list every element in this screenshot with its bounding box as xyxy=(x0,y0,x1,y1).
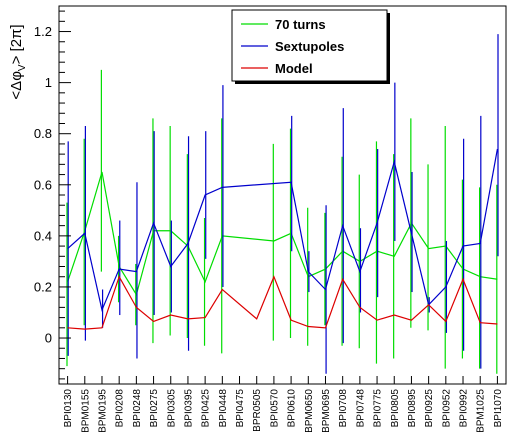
series-line xyxy=(67,275,498,330)
x-category-label: BPI0130 xyxy=(63,389,74,428)
x-category-label: BPM0650 xyxy=(304,389,315,433)
x-category-label: BPI0805 xyxy=(390,389,401,428)
x-category-label: BPI1070 xyxy=(493,389,504,428)
y-tick-label: 0.6 xyxy=(34,177,52,192)
x-category-label: BPI0305 xyxy=(166,389,177,428)
y-axis: 0 0.2 0.4 0.6 0.8 1 1.2 xyxy=(34,10,71,380)
y-axis-label: <ΔφV> [2π] xyxy=(8,24,28,99)
legend-label-sextupoles: Sextupoles xyxy=(275,39,344,54)
series-layer xyxy=(66,34,499,374)
legend-label-model: Model xyxy=(275,61,313,76)
y-tick-label: 0.8 xyxy=(34,126,52,141)
y-tick-label: 0.4 xyxy=(34,228,52,243)
x-category-label: BPI0395 xyxy=(183,389,194,428)
x-category-label: BPM0695 xyxy=(321,389,332,433)
x-category-label: BPI0570 xyxy=(269,389,280,428)
y-tick-label: 1.2 xyxy=(34,24,52,39)
legend: 70 turns Sextupoles Model xyxy=(231,9,390,84)
x-category-label: BPI0275 xyxy=(149,389,160,428)
x-axis-categories: BPI0130 BPM0155 BPM0195 BPI0208 BPI0248 BPI02… xyxy=(63,376,504,433)
series-model xyxy=(67,275,498,330)
x-category-label: BPI0925 xyxy=(424,389,435,428)
series-sextupoles xyxy=(67,34,499,374)
x-category-label: BPM0195 xyxy=(97,389,108,433)
legend-label-70-turns: 70 turns xyxy=(275,17,326,32)
x-category-label: BPI0475 xyxy=(235,389,246,428)
x-category-label: BPI0775 xyxy=(373,389,384,428)
x-category-label: BPI0748 xyxy=(355,389,366,428)
x-category-label: BPI0895 xyxy=(407,389,418,428)
y-tick-label: 1 xyxy=(45,75,52,90)
x-category-label: BPI0208 xyxy=(115,389,126,428)
x-category-label: BPI0952 xyxy=(441,389,452,428)
y-tick-label: 0 xyxy=(45,331,52,346)
series-line xyxy=(67,171,498,297)
x-category-label: BPI0248 xyxy=(132,389,143,428)
x-category-label: BPI0425 xyxy=(201,389,212,428)
x-category-label: BPM0155 xyxy=(80,389,91,433)
x-category-label: BPM1025 xyxy=(476,389,487,433)
y-tick-label: 0.2 xyxy=(34,279,52,294)
x-category-label: BPI0992 xyxy=(459,389,470,428)
x-category-label: BPR0505 xyxy=(252,389,263,432)
series-line xyxy=(67,148,498,312)
x-category-label: BPI0708 xyxy=(338,389,349,428)
x-category-label: BPI0610 xyxy=(287,389,298,428)
x-category-label: BPI0448 xyxy=(218,389,229,428)
